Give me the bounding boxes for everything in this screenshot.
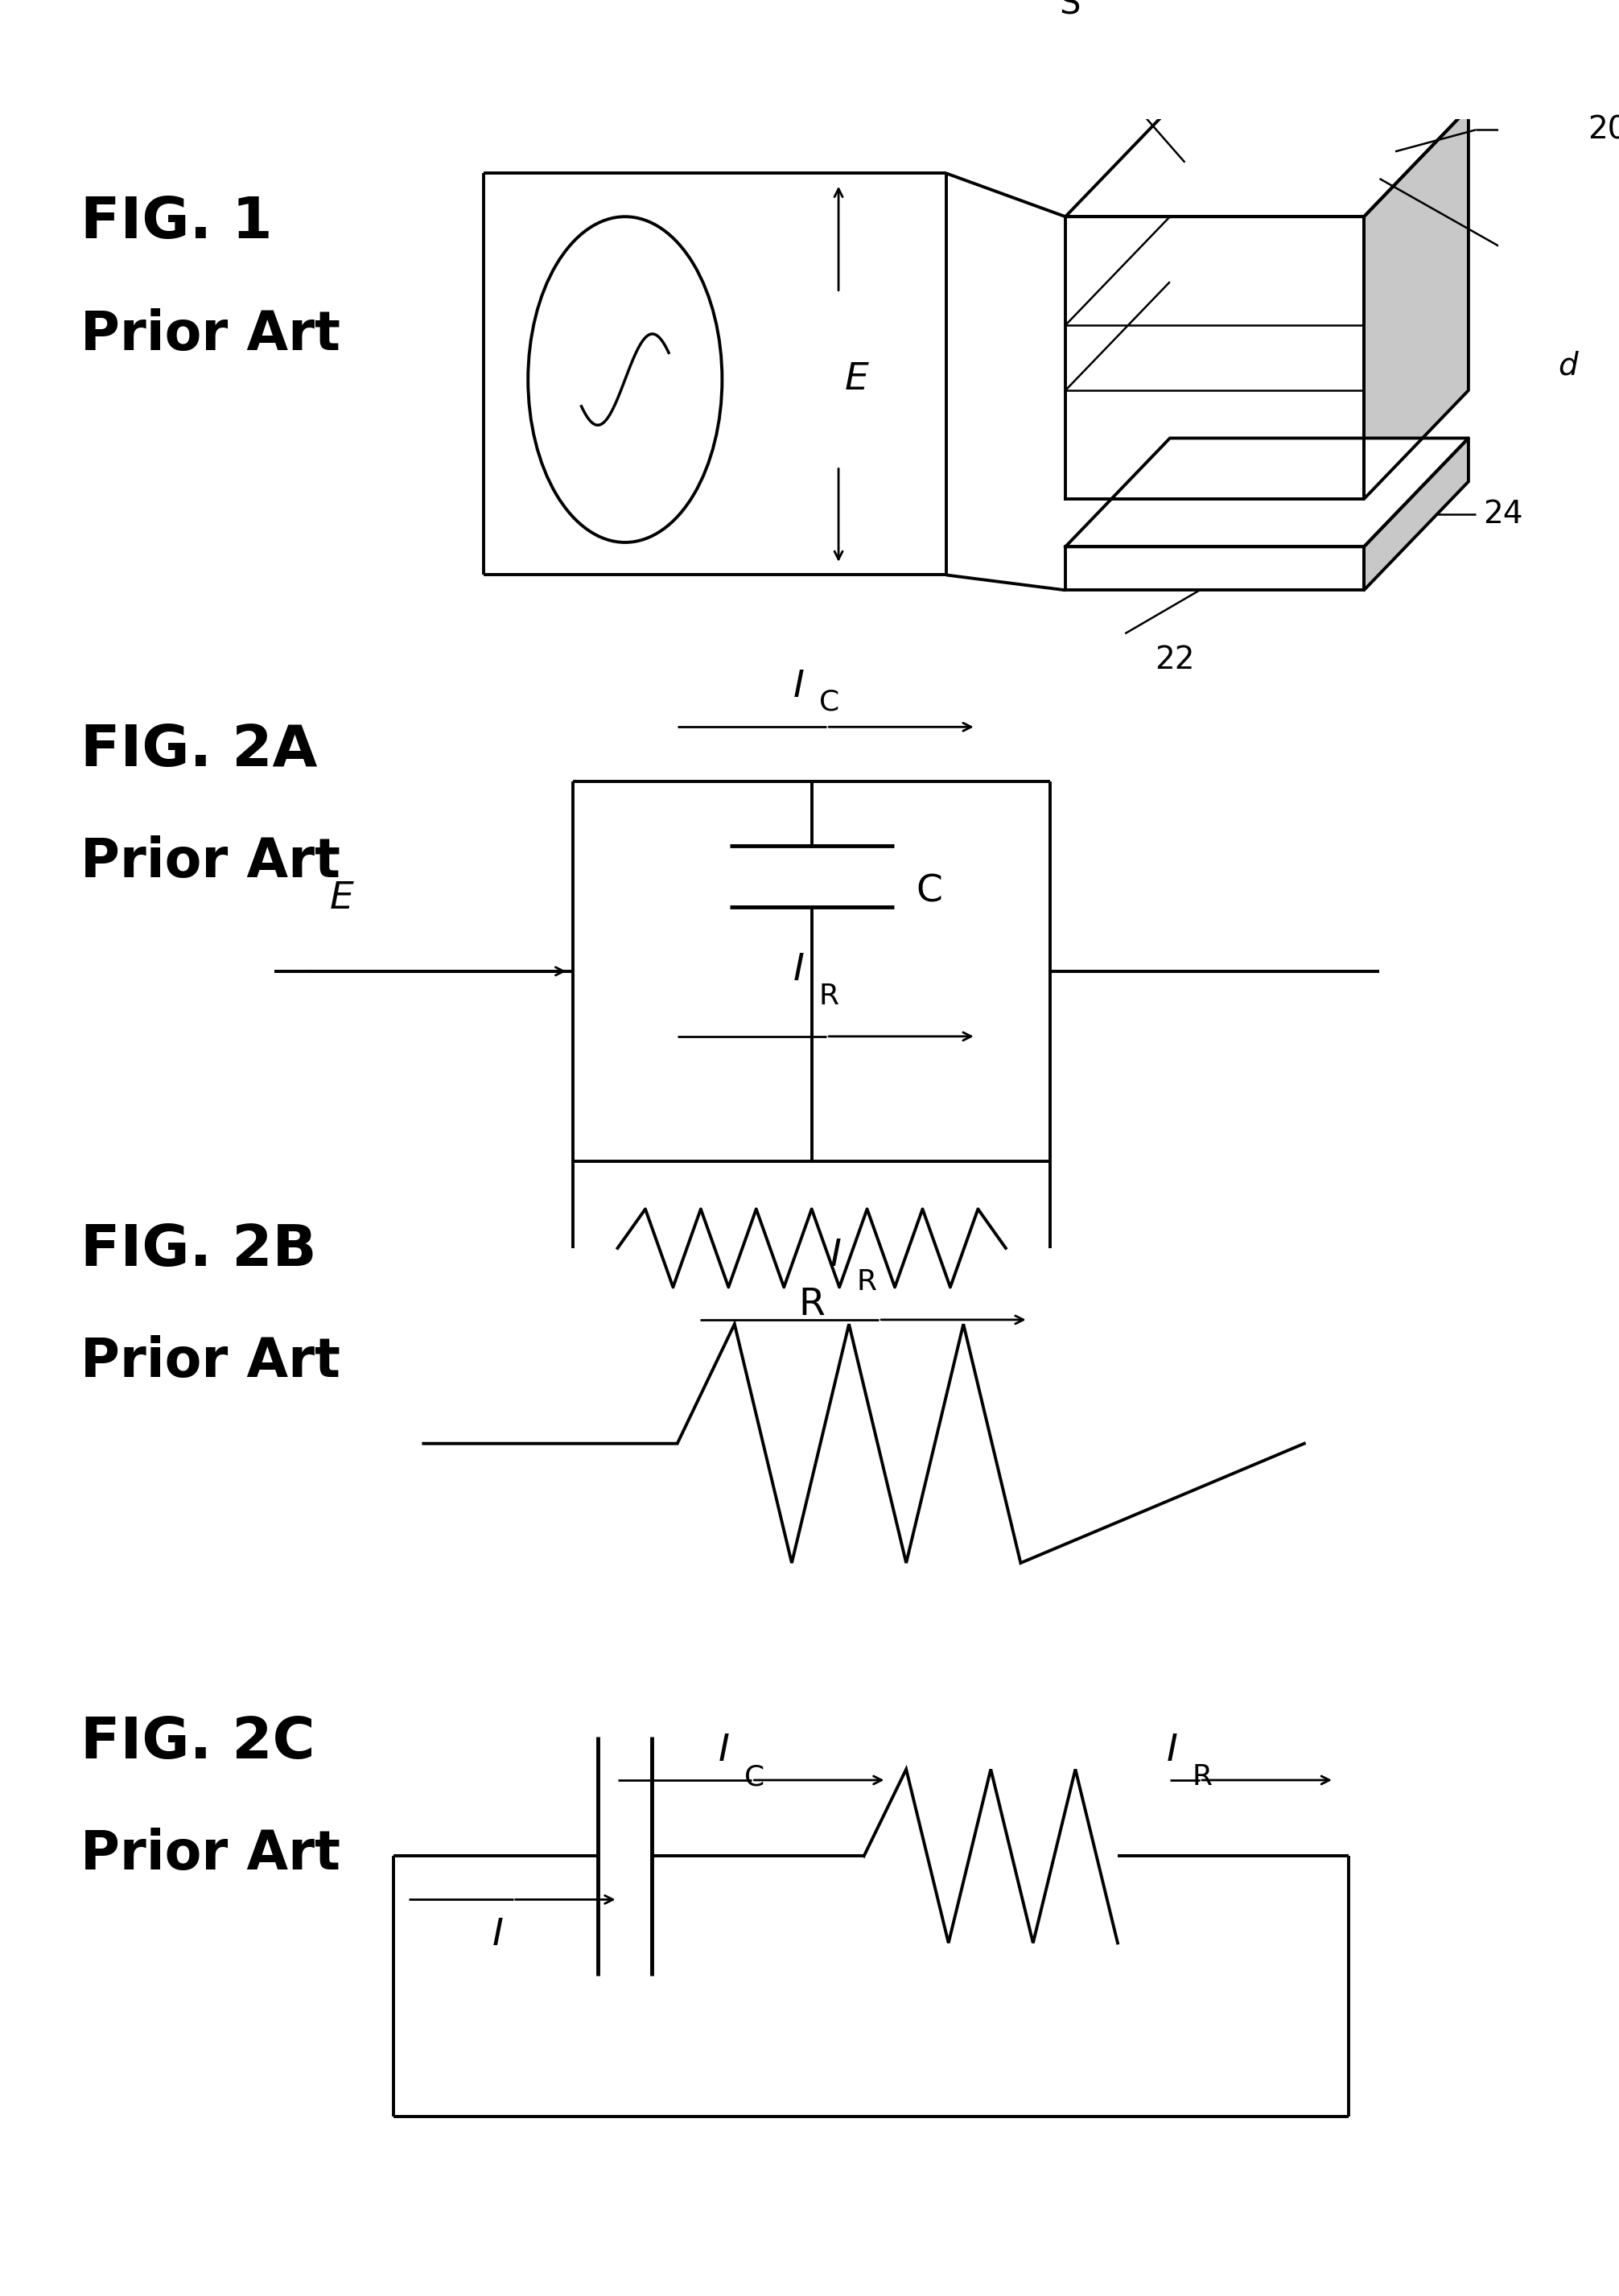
Text: R: R bbox=[798, 1288, 824, 1322]
Text: I: I bbox=[719, 1733, 730, 1770]
Polygon shape bbox=[1363, 439, 1468, 590]
Text: FIG. 1: FIG. 1 bbox=[81, 195, 272, 250]
Text: d: d bbox=[1557, 349, 1579, 381]
Text: E: E bbox=[329, 882, 353, 916]
Text: 20: 20 bbox=[1588, 115, 1619, 145]
Polygon shape bbox=[1065, 439, 1468, 546]
Text: I: I bbox=[492, 1917, 504, 1954]
Text: Prior Art: Prior Art bbox=[81, 836, 340, 889]
Polygon shape bbox=[1363, 108, 1468, 498]
Text: FIG. 2B: FIG. 2B bbox=[81, 1221, 316, 1277]
Text: I: I bbox=[793, 668, 805, 705]
Text: FIG. 2A: FIG. 2A bbox=[81, 723, 317, 778]
Text: I: I bbox=[1166, 1733, 1177, 1770]
Text: C: C bbox=[819, 689, 839, 716]
Text: Prior Art: Prior Art bbox=[81, 308, 340, 360]
Text: I: I bbox=[793, 953, 805, 990]
Polygon shape bbox=[1065, 216, 1363, 498]
Text: C: C bbox=[916, 872, 942, 909]
Polygon shape bbox=[1065, 546, 1363, 590]
Text: R: R bbox=[856, 1267, 876, 1295]
Text: S: S bbox=[1059, 0, 1080, 21]
Text: R: R bbox=[1192, 1763, 1213, 1791]
Text: Prior Art: Prior Art bbox=[81, 1334, 340, 1389]
Text: R: R bbox=[819, 983, 839, 1010]
Text: 22: 22 bbox=[1154, 645, 1195, 675]
Text: 24: 24 bbox=[1483, 498, 1523, 530]
Polygon shape bbox=[1065, 108, 1468, 216]
Text: FIG. 2C: FIG. 2C bbox=[81, 1715, 314, 1770]
Text: Prior Art: Prior Art bbox=[81, 1828, 340, 1880]
Text: C: C bbox=[745, 1763, 764, 1791]
Text: E: E bbox=[845, 360, 868, 397]
Text: I: I bbox=[831, 1238, 842, 1274]
